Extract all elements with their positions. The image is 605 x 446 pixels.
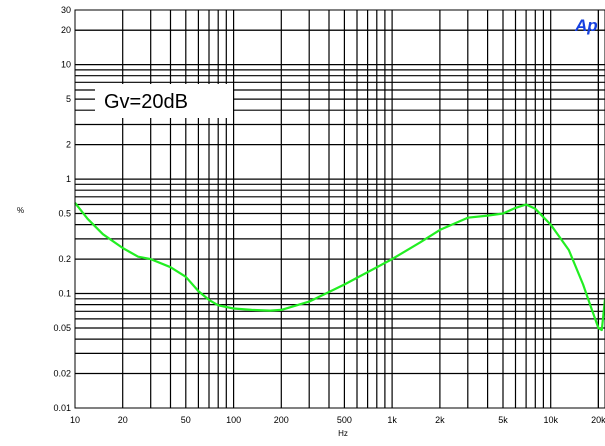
plot-frame [74,9,605,409]
x-tick-label: 2k [435,415,445,425]
y-tick-label: 0.01 [53,403,71,413]
y-tick-label: 0.1 [58,289,71,299]
y-tick-label: 0.05 [53,323,71,333]
x-axis-label: Hz [338,429,348,438]
series-line [74,202,605,332]
annotation-text: Gv=20dB [104,91,188,113]
annotation-background [95,84,233,118]
annotation-box: Gv=20dB [95,84,233,118]
y-tick-label: 20 [61,25,71,35]
x-tick-label: 500 [337,415,352,425]
tick-labels: 10 20 50 100 200 500 1k 2k 5k 10k 20k 0.01 0.02 0.05 0… [53,5,605,425]
y-tick-label: 0.5 [58,209,71,219]
ap-logo: Ap [574,16,598,35]
x-tick-label: 20k [591,415,605,425]
y-tick-label: 1 [66,174,71,184]
y-tick-label: 2 [66,140,71,150]
plot-background [75,10,605,408]
series-layer [74,202,605,332]
y-axis-label: % [17,206,24,215]
x-tick-label: 20 [118,415,128,425]
y-tick-label: 5 [66,94,71,104]
y-tick-label: 10 [61,60,71,70]
grid [75,10,605,408]
x-tick-label: 200 [274,415,289,425]
x-tick-label: 1k [387,415,397,425]
y-tick-label: 0.02 [53,369,71,379]
y-tick-label: 30 [61,5,71,15]
x-tick-label: 50 [181,415,191,425]
y-tick-label: 0.2 [58,254,71,264]
x-tick-label: 10 [70,415,80,425]
x-tick-label: 10k [543,415,558,425]
x-tick-label: 100 [226,415,241,425]
x-tick-label: 5k [498,415,508,425]
